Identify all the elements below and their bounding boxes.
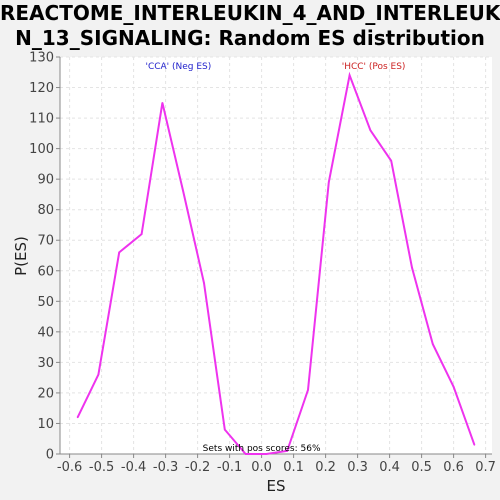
y-tick-label: 70 <box>37 234 54 249</box>
y-tick-label: 90 <box>37 173 54 188</box>
x-tick-label: 0.6 <box>443 460 464 475</box>
data-point <box>224 428 226 431</box>
x-tick-label: 0.2 <box>315 460 336 475</box>
data-point <box>348 74 351 77</box>
data-point <box>161 102 164 104</box>
x-tick-label: -0.6 <box>57 460 82 475</box>
data-point <box>286 450 289 452</box>
x-tick-label: -0.1 <box>217 460 242 475</box>
y-tick-label: 0 <box>46 448 54 463</box>
chart-title-line-1: REACTOME_INTERLEUKIN_4_AND_INTERLEUKI <box>0 1 500 25</box>
y-tick-label: 30 <box>37 356 54 371</box>
x-tick-label: 0.1 <box>283 460 304 475</box>
y-tick-label: 40 <box>37 325 54 340</box>
y-tick-label: 60 <box>37 264 54 279</box>
data-point <box>265 453 268 455</box>
series-line-0 <box>76 71 476 455</box>
x-tick-label: 0.7 <box>475 460 496 475</box>
y-tick-label: 80 <box>37 203 54 218</box>
y-tick-label: 100 <box>29 142 54 157</box>
x-tick-label: 0.5 <box>411 460 432 475</box>
data-point <box>244 453 247 455</box>
x-tick-label: 0.4 <box>379 460 400 475</box>
data-point <box>140 233 143 235</box>
annotation-1: 'HCC' (Pos ES) <box>342 62 406 72</box>
x-tick-label: 0.0 <box>251 460 272 475</box>
data-point <box>328 181 330 184</box>
data-point <box>452 386 455 388</box>
axes <box>59 57 492 455</box>
data-point <box>203 282 205 284</box>
chart-title: REACTOME_INTERLEUKIN_4_AND_INTERLEUKI N_… <box>0 1 500 51</box>
plot-area <box>60 57 492 454</box>
grid-lines <box>60 56 492 455</box>
data-point <box>390 160 393 162</box>
chart-title-line-2: N_13_SIGNALING: Random ES distribution <box>15 26 485 50</box>
y-tick-label: 20 <box>37 386 54 401</box>
x-tick-label: -0.5 <box>89 460 114 475</box>
x-tick-label: -0.3 <box>153 460 178 475</box>
data-point <box>97 373 100 376</box>
data-point <box>182 190 184 193</box>
annotations: 'CCA' (Neg ES) 'HCC' (Pos ES) Sets with po… <box>145 62 405 454</box>
y-tick-label: 50 <box>37 295 54 310</box>
data-point <box>118 251 120 254</box>
x-tick-label: -0.4 <box>121 460 146 475</box>
data-point <box>369 129 372 132</box>
data-point <box>76 416 79 419</box>
annotation-2: Sets with pos scores: 56% <box>203 444 321 454</box>
x-tick-label: 0.3 <box>347 460 368 475</box>
x-axis-ticks: -0.6 -0.5 -0.4 -0.3 -0.2 -0.1 0.0 0.1 0.2 0.3 0.4 0… <box>57 454 496 475</box>
data-point <box>307 389 309 391</box>
y-tick-label: 110 <box>29 112 54 127</box>
y-axis-label: P(ES) <box>12 236 30 276</box>
data-point <box>411 266 413 269</box>
data-point <box>432 343 434 345</box>
y-tick-label: 10 <box>37 417 54 432</box>
y-axis-ticks: 0 10 20 30 40 50 60 70 80 90 100 110 120 130 <box>29 51 60 463</box>
annotation-0: 'CCA' (Neg ES) <box>145 62 211 72</box>
series-group <box>76 71 476 455</box>
y-tick-label: 130 <box>29 51 54 66</box>
x-tick-label: -0.2 <box>185 460 210 475</box>
y-tick-label: 120 <box>29 81 54 96</box>
x-axis-label: ES <box>267 477 286 495</box>
data-point <box>473 444 476 446</box>
